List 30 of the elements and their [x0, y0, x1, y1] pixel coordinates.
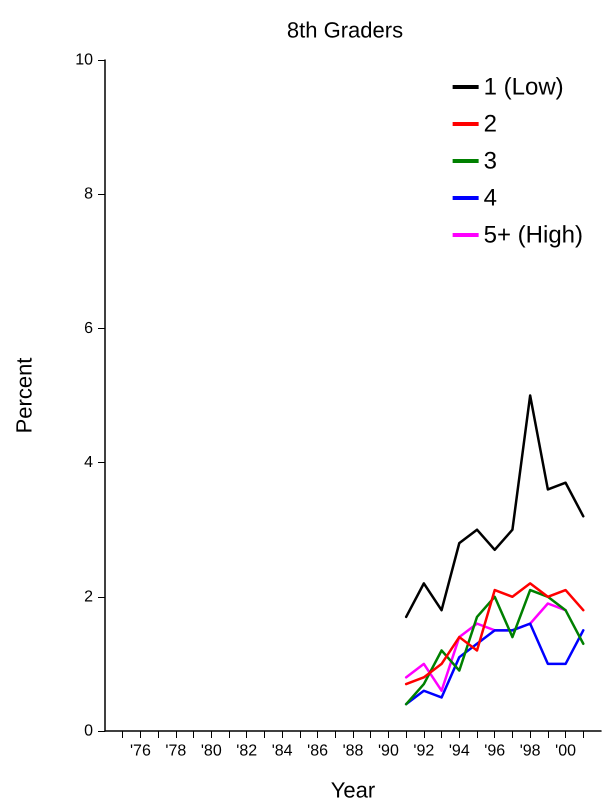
y-axis-title: Percent	[12, 358, 36, 434]
x-tick-label: '94	[448, 742, 470, 760]
x-tick-label: '86	[307, 742, 328, 760]
x-tick-label: '90	[378, 742, 399, 760]
x-tick-label: '76	[130, 742, 151, 760]
legend-label: 1 (Low)	[484, 74, 564, 100]
legend-label: 4	[484, 184, 497, 212]
x-tick-label: '00	[555, 742, 576, 760]
x-tick-label: '98	[520, 742, 541, 760]
y-tick-label: 4	[84, 454, 94, 472]
y-tick-label: 8	[84, 186, 94, 203]
x-tick-label: '84	[272, 742, 293, 760]
line-series	[404, 588, 585, 706]
line-series	[404, 394, 585, 618]
x-tick-label: '80	[200, 742, 222, 760]
chart-title: 8th Graders	[286, 18, 404, 42]
legend-label: 2	[484, 110, 497, 138]
y-tick-label: 0	[84, 722, 94, 740]
x-tick-label: '88	[342, 742, 364, 760]
y-tick-label: 2	[84, 588, 94, 606]
x-tick-label: '92	[413, 742, 434, 760]
y-tick-label: 10	[75, 52, 94, 68]
legend-label: 3	[484, 148, 497, 174]
y-tick-label: 6	[84, 320, 94, 337]
x-tick-label: '96	[484, 742, 506, 760]
x-tick-label: '78	[165, 742, 186, 760]
line-series	[404, 582, 585, 686]
legend-label: 5+ (High)	[484, 222, 583, 248]
x-tick-label: '82	[236, 742, 258, 760]
x-axis-title: Year	[330, 778, 376, 802]
